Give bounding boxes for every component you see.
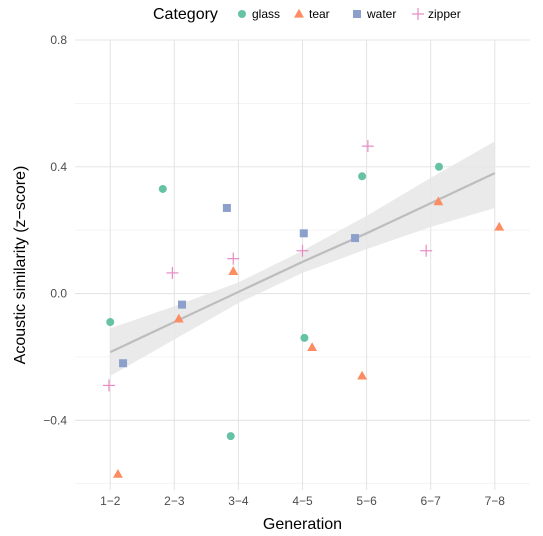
- confidence-band: [110, 141, 495, 376]
- y-axis-label: Acoustic similarity (z−score): [12, 166, 29, 365]
- y-axis-ticks: −0.4 0.0 0.4 0.8: [43, 33, 67, 427]
- y-tick-label: 0.0: [50, 287, 67, 301]
- point-water: [351, 234, 360, 243]
- point-glass: [106, 318, 115, 327]
- circle-icon: [238, 10, 246, 18]
- point-zipper: [166, 266, 179, 279]
- legend-item-zipper: zipper: [412, 7, 461, 21]
- y-tick-label: 0.4: [50, 160, 67, 174]
- point-tear: [433, 196, 444, 206]
- legend-label: tear: [309, 7, 330, 21]
- points-layer: [102, 140, 505, 478]
- legend-label: glass: [252, 7, 280, 21]
- y-tick-label: −0.4: [43, 413, 67, 427]
- x-axis-ticks: 1−2 2−3 3−4 4−5 5−6 6−7 7−8: [100, 494, 505, 508]
- point-water: [222, 203, 231, 212]
- x-tick-label: 7−8: [485, 494, 506, 508]
- point-zipper: [227, 252, 240, 265]
- point-tear: [112, 468, 123, 478]
- x-tick-label: 5−6: [356, 494, 377, 508]
- x-tick-label: 2−3: [164, 494, 185, 508]
- point-glass: [358, 172, 367, 181]
- x-tick-label: 6−7: [420, 494, 441, 508]
- plus-icon: [412, 8, 424, 20]
- triangle-icon: [294, 8, 304, 18]
- square-icon: [353, 10, 361, 18]
- point-tear: [357, 370, 368, 380]
- x-tick-label: 3−4: [228, 494, 249, 508]
- x-axis-label: Generation: [263, 516, 342, 533]
- legend-label: water: [366, 7, 396, 21]
- point-water: [178, 300, 187, 309]
- point-zipper: [102, 379, 115, 392]
- point-glass: [435, 162, 443, 171]
- point-zipper: [361, 140, 374, 153]
- y-tick-label: 0.8: [50, 33, 67, 47]
- legend: Category glass tear water zipper: [153, 6, 461, 23]
- point-water: [299, 229, 308, 238]
- point-water: [119, 359, 128, 368]
- legend-item-water: water: [353, 7, 396, 21]
- point-zipper: [296, 244, 309, 257]
- point-tear: [307, 342, 318, 352]
- x-tick-label: 4−5: [292, 494, 313, 508]
- point-glass: [226, 432, 235, 441]
- x-tick-label: 1−2: [100, 494, 121, 508]
- point-tear: [228, 266, 239, 275]
- legend-item-glass: glass: [238, 7, 280, 21]
- point-zipper: [420, 244, 433, 257]
- point-glass: [300, 333, 309, 342]
- point-tear: [173, 313, 184, 323]
- point-glass: [158, 184, 167, 193]
- point-tear: [494, 221, 505, 231]
- panel-grid: [75, 39, 530, 490]
- legend-title: Category: [153, 6, 218, 23]
- legend-label: zipper: [428, 7, 461, 21]
- legend-item-tear: tear: [294, 7, 330, 21]
